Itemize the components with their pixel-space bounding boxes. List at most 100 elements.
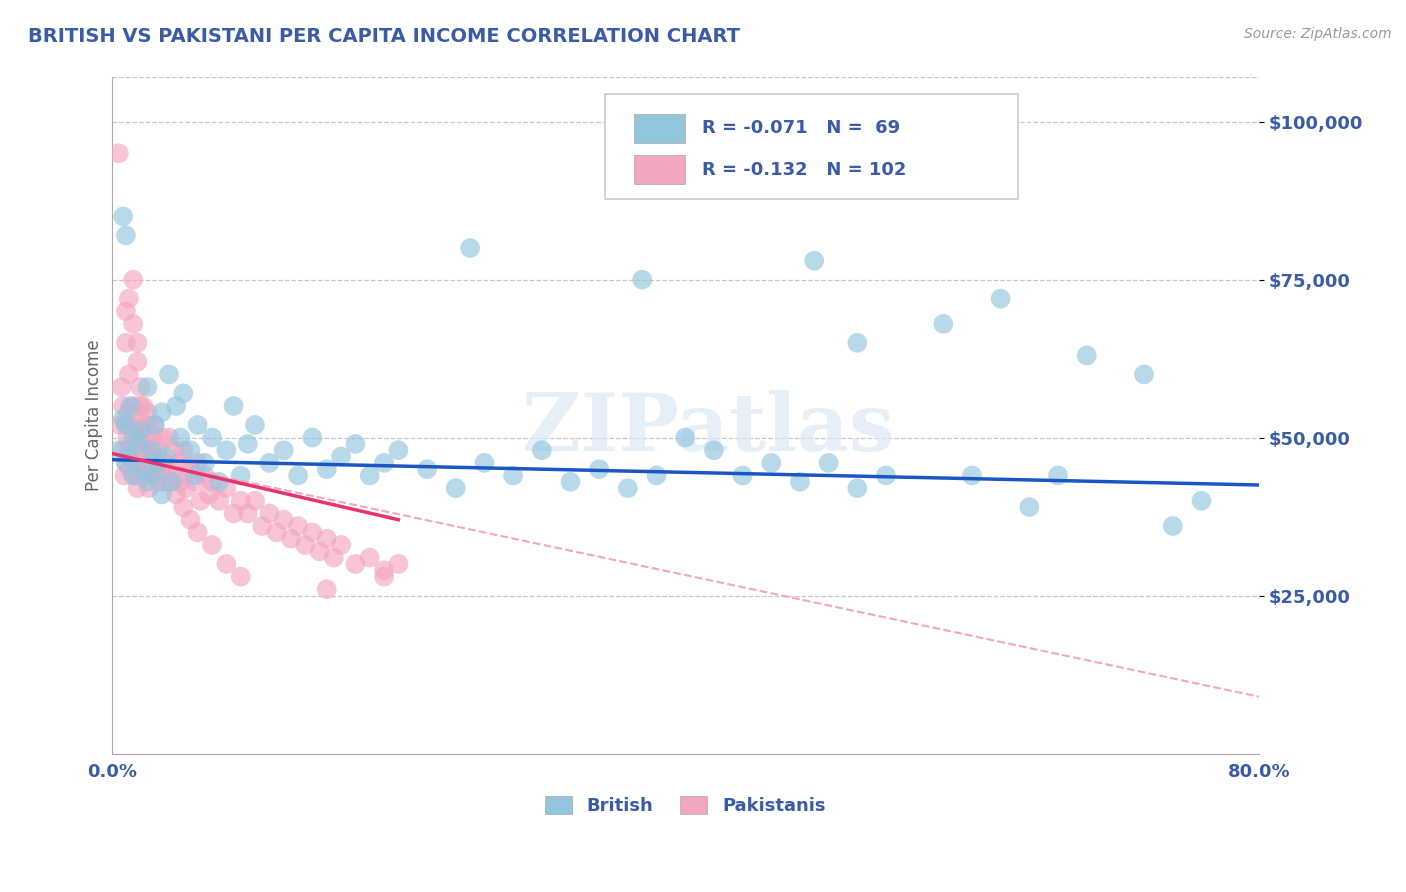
- Point: [143, 468, 166, 483]
- Point: [132, 468, 155, 483]
- Point: [1076, 348, 1098, 362]
- Point: [132, 399, 155, 413]
- Point: [1133, 368, 1156, 382]
- Point: [172, 500, 194, 514]
- Point: [127, 481, 149, 495]
- Point: [458, 241, 481, 255]
- Point: [387, 557, 409, 571]
- Point: [127, 355, 149, 369]
- Point: [208, 493, 231, 508]
- Point: [502, 468, 524, 483]
- Point: [129, 380, 152, 394]
- Point: [846, 335, 869, 350]
- Point: [124, 468, 146, 483]
- Point: [373, 456, 395, 470]
- Point: [132, 462, 155, 476]
- Point: [141, 431, 163, 445]
- Point: [201, 538, 224, 552]
- Text: R = -0.071   N =  69: R = -0.071 N = 69: [703, 120, 900, 137]
- Point: [118, 368, 141, 382]
- Point: [187, 525, 209, 540]
- Point: [157, 475, 180, 489]
- Point: [243, 417, 266, 432]
- Point: [1189, 493, 1212, 508]
- Point: [179, 443, 201, 458]
- Point: [150, 487, 173, 501]
- Point: [932, 317, 955, 331]
- Point: [731, 468, 754, 483]
- Point: [179, 513, 201, 527]
- Point: [141, 443, 163, 458]
- Point: [162, 443, 184, 458]
- Point: [150, 405, 173, 419]
- Point: [229, 468, 252, 483]
- Point: [198, 487, 221, 501]
- Text: ZIPatlas: ZIPatlas: [522, 390, 894, 468]
- Point: [330, 538, 353, 552]
- Point: [179, 462, 201, 476]
- Point: [416, 462, 439, 476]
- Point: [148, 475, 170, 489]
- Point: [118, 450, 141, 464]
- Point: [107, 443, 129, 458]
- Point: [115, 335, 138, 350]
- Point: [1047, 468, 1070, 483]
- Point: [122, 431, 145, 445]
- Point: [122, 399, 145, 413]
- Point: [703, 443, 725, 458]
- Point: [187, 456, 209, 470]
- Point: [169, 431, 191, 445]
- Point: [190, 493, 212, 508]
- Point: [112, 399, 135, 413]
- Point: [250, 519, 273, 533]
- Point: [172, 443, 194, 458]
- Point: [141, 468, 163, 483]
- Point: [122, 272, 145, 286]
- Point: [474, 456, 496, 470]
- Point: [359, 550, 381, 565]
- Point: [530, 443, 553, 458]
- Point: [187, 417, 209, 432]
- Point: [143, 456, 166, 470]
- Point: [115, 228, 138, 243]
- Point: [117, 431, 139, 445]
- Point: [143, 417, 166, 432]
- Text: BRITISH VS PAKISTANI PER CAPITA INCOME CORRELATION CHART: BRITISH VS PAKISTANI PER CAPITA INCOME C…: [28, 27, 740, 45]
- Point: [373, 569, 395, 583]
- Point: [167, 456, 190, 470]
- Point: [165, 487, 187, 501]
- Point: [118, 292, 141, 306]
- Point: [673, 431, 696, 445]
- Point: [287, 468, 309, 483]
- Point: [146, 443, 169, 458]
- Point: [115, 304, 138, 318]
- Y-axis label: Per Capita Income: Per Capita Income: [86, 340, 103, 491]
- Point: [645, 468, 668, 483]
- Point: [990, 292, 1012, 306]
- Legend: British, Pakistanis: British, Pakistanis: [537, 789, 832, 822]
- Point: [236, 437, 259, 451]
- Point: [115, 456, 138, 470]
- Point: [560, 475, 582, 489]
- Point: [1161, 519, 1184, 533]
- Point: [761, 456, 783, 470]
- Point: [120, 399, 142, 413]
- Text: R = -0.132   N = 102: R = -0.132 N = 102: [703, 161, 907, 178]
- Point: [129, 424, 152, 438]
- Point: [194, 456, 217, 470]
- Point: [120, 417, 142, 432]
- Point: [184, 468, 207, 483]
- Point: [136, 417, 159, 432]
- Point: [150, 462, 173, 476]
- Point: [315, 462, 337, 476]
- Point: [134, 417, 156, 432]
- Point: [201, 475, 224, 489]
- Point: [259, 507, 281, 521]
- Point: [111, 380, 134, 394]
- Point: [208, 475, 231, 489]
- Point: [155, 450, 177, 464]
- Point: [287, 519, 309, 533]
- Point: [157, 368, 180, 382]
- Point: [359, 468, 381, 483]
- Point: [172, 386, 194, 401]
